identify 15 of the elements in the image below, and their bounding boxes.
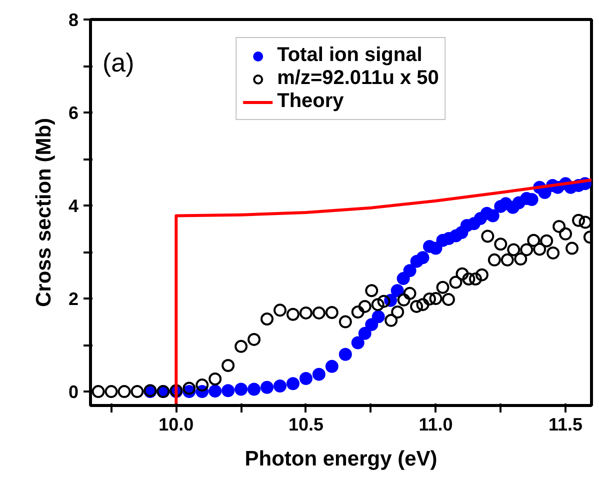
y-tick-label: 8 <box>68 10 79 30</box>
x-tick-label: 10.0 <box>158 414 194 434</box>
annotation: (a) <box>102 48 134 78</box>
legend-label: Total ion signal <box>277 44 422 67</box>
y-tick-label: 6 <box>68 103 79 124</box>
y-tick-label: 2 <box>68 289 79 310</box>
y-tick-label: 0 <box>68 382 79 402</box>
x-tick-label: 10.5 <box>288 414 324 434</box>
y-tick-label: 4 <box>68 196 79 216</box>
x-axis-title: Photon energy (eV) <box>244 448 438 470</box>
x-tick-label: 11.0 <box>418 414 453 434</box>
x-tick-label: 11.5 <box>548 414 583 434</box>
y-axis-title: Cross section (Mb) <box>32 118 56 308</box>
legend-label: Theory <box>277 90 344 113</box>
legend-label: m/z=92.011u x 50 <box>277 67 439 90</box>
